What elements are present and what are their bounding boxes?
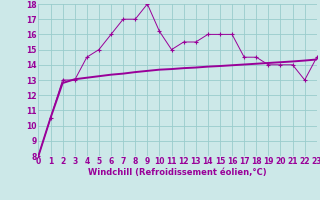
X-axis label: Windchill (Refroidissement éolien,°C): Windchill (Refroidissement éolien,°C) — [88, 168, 267, 177]
